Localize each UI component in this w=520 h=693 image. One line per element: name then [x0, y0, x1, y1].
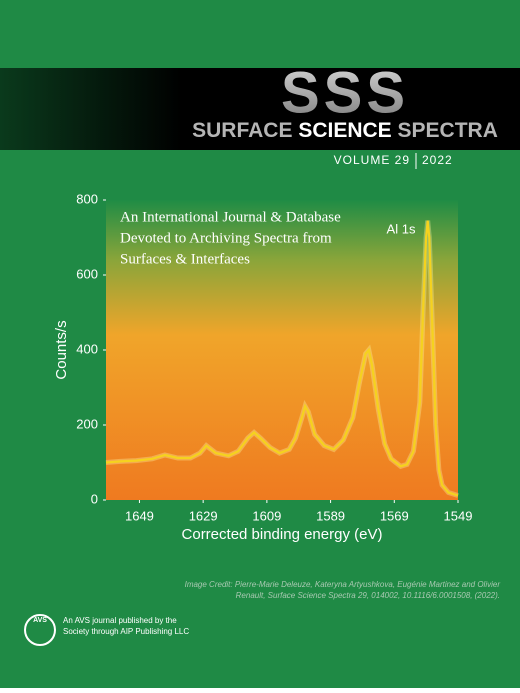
- x-tick-label: 1649: [125, 508, 154, 523]
- x-axis-label: Corrected binding energy (eV): [182, 526, 383, 543]
- title-word: SPECTRA: [398, 119, 498, 142]
- x-tick-label: 1629: [189, 508, 218, 523]
- peak-label: Al 1s: [387, 221, 416, 236]
- avs-logo-text: AVS: [33, 617, 47, 624]
- title-word: SCIENCE: [298, 119, 391, 142]
- annotation: Surfaces & Interfaces: [120, 251, 250, 267]
- avs-logo: [24, 614, 56, 646]
- plot-area: [106, 200, 458, 500]
- credit: Renault, Surface Science Spectra 29, 014…: [236, 591, 500, 600]
- masthead-logo: SSS: [281, 60, 409, 125]
- year: 2022: [422, 153, 453, 167]
- x-tick-label: 1549: [444, 508, 473, 523]
- volume: VOLUME 29: [334, 153, 410, 167]
- masthead-band: [0, 68, 520, 150]
- annotation: Devoted to Archiving Spectra from: [120, 230, 332, 246]
- masthead-title: SURFACE SCIENCE SPECTRA: [192, 119, 498, 142]
- annotation: An International Journal & Database: [120, 209, 341, 225]
- credit: Image Credit: Pierre-Marie Deleuze, Kate…: [185, 580, 501, 589]
- y-axis-label: Counts/s: [53, 320, 70, 379]
- footer-text: Society through AIP Publishing LLC: [63, 627, 189, 636]
- title-word: SURFACE: [192, 119, 292, 142]
- footer-text: An AVS journal published by the: [63, 616, 177, 625]
- y-tick-label: 800: [76, 191, 98, 206]
- x-tick-label: 1589: [316, 508, 345, 523]
- x-tick-label: 1569: [380, 508, 409, 523]
- y-tick-label: 0: [91, 491, 98, 506]
- spectrum-line: [105, 220, 459, 497]
- y-tick-label: 400: [76, 341, 98, 356]
- y-tick-label: 600: [76, 266, 98, 281]
- x-tick-label: 1609: [252, 508, 281, 523]
- y-tick-label: 200: [76, 416, 98, 431]
